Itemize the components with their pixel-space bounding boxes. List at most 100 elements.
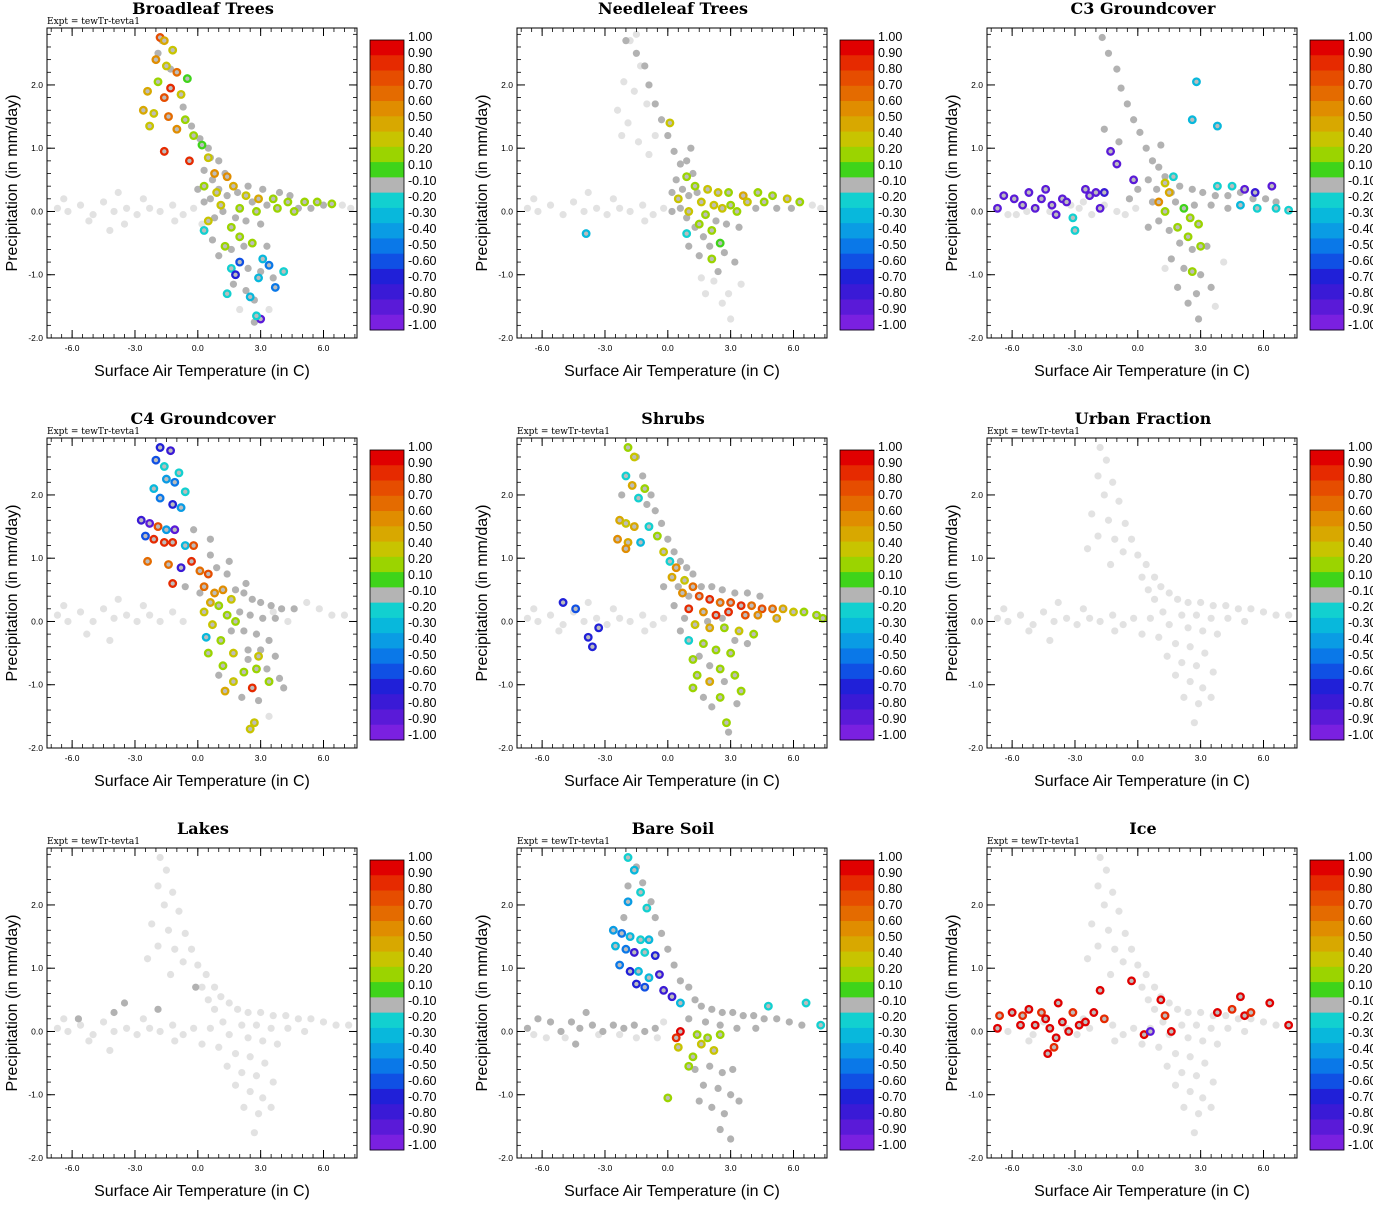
colorbar-swatch [840,921,874,937]
data-point-light [1224,614,1232,622]
colorbar-swatch [370,101,404,117]
colorbar-label: -0.40 [1348,222,1373,236]
data-point-light [259,1037,267,1045]
data-point [235,203,245,213]
x-tick-label: 0.0 [192,753,204,763]
data-point-light [624,119,632,127]
colorbar-swatch [840,238,874,255]
data-point [747,601,757,611]
data-point [210,588,220,598]
colorbar-label: -0.70 [1348,680,1373,694]
data-point [172,124,182,134]
plot-area: -6.0 -3.0 0.0 3.0 6.0 -2.0 -1.0 0.0 1.0 2.0 Surfac… [474,437,907,790]
y-tick-label: -1.0 [968,680,983,690]
colorbar-label: 0.80 [1348,62,1372,76]
data-point [1284,205,1294,215]
data-point [623,443,633,452]
data-point-gray [319,201,328,209]
data-point-light [1159,608,1167,616]
data-point [623,853,633,862]
colorbar-swatch [840,860,874,876]
y-tick-label: 1.0 [971,963,983,973]
data-point-light [210,983,219,991]
data-point [703,1033,713,1043]
data-point-light [530,1031,538,1039]
data-point [1095,985,1105,995]
colorbar-label: 0.90 [408,46,432,60]
colorbar-label: -0.70 [1348,270,1373,284]
y-tick-label: 0.0 [501,616,513,626]
data-point [1235,200,1245,210]
data-point [1018,1011,1028,1021]
x-axis-label: Surface Air Temperature (in C) [564,773,780,790]
data-point-gray [523,1024,532,1032]
data-point-gray [718,614,726,622]
data-point [993,203,1002,213]
data-point [759,197,769,207]
colorbar-label: 0.90 [878,46,902,60]
panel-c4-groundcover: C4 Groundcover Expt = tewTr-tevta1 -6.0-… [4,409,437,790]
data-point [1112,159,1122,169]
data-point [254,651,264,661]
data-point-gray [208,236,217,244]
data-point [166,446,176,456]
data-point-light [303,598,311,607]
colorbar-label: -0.70 [878,680,907,694]
colorbar-swatch [840,556,874,573]
data-point-gray [718,586,726,594]
data-point [149,108,159,118]
data-point-light [53,1024,62,1032]
data-point [629,865,639,875]
data-point [166,83,176,93]
data-point-gray [683,214,691,222]
data-point [757,604,767,614]
data-point [1160,1011,1170,1021]
data-point [789,607,798,617]
data-point [650,951,660,961]
colorbar-label: -0.10 [408,174,437,188]
data-point [818,613,828,623]
colorbar-label: 0.50 [878,110,902,124]
data-point-light [724,290,733,298]
data-point-light [225,999,233,1007]
data-point [1154,197,1164,207]
data-point-gray [204,144,212,152]
data-point-gray [307,204,315,212]
data-point-gray [630,1021,638,1029]
colorbar-swatch [840,450,874,466]
y-tick-label: -2.0 [498,333,513,343]
data-point-light [261,1059,269,1067]
plot-frame [986,847,1298,1159]
data-point-gray [685,192,693,200]
colorbar-label: 0.10 [1348,568,1372,582]
colorbar-label: 0.40 [1348,126,1372,140]
data-point-gray [731,589,739,597]
colorbar-frame [1309,449,1345,741]
plot-frame [516,437,828,749]
data-point-gray [680,614,689,622]
data-point-gray [196,135,204,143]
data-point-gray [1100,125,1108,133]
data-point [1080,184,1090,194]
colorbar-swatch [840,1088,874,1105]
colorbar-swatch [1310,238,1344,255]
data-point-light [1207,1024,1215,1032]
data-point [684,635,694,645]
data-point-light [1174,1005,1182,1013]
data-point [1047,200,1057,210]
x-tick-label: 0.0 [662,1163,674,1173]
colorbar-swatch [1310,966,1344,983]
data-point-light [114,595,122,603]
data-point [1164,188,1174,197]
x-tick-label: 0.0 [192,343,204,353]
data-point [1068,213,1078,223]
data-point-light [1247,605,1255,613]
y-axis-label: Precipitation (in mm/day) [4,505,21,682]
data-point [218,585,228,595]
data-point [1037,1008,1046,1017]
data-point-gray [676,977,684,985]
data-point [1160,207,1170,216]
colorbar-label: -1.00 [878,318,907,332]
data-point-gray [265,636,273,645]
colorbar-swatch [370,648,404,665]
